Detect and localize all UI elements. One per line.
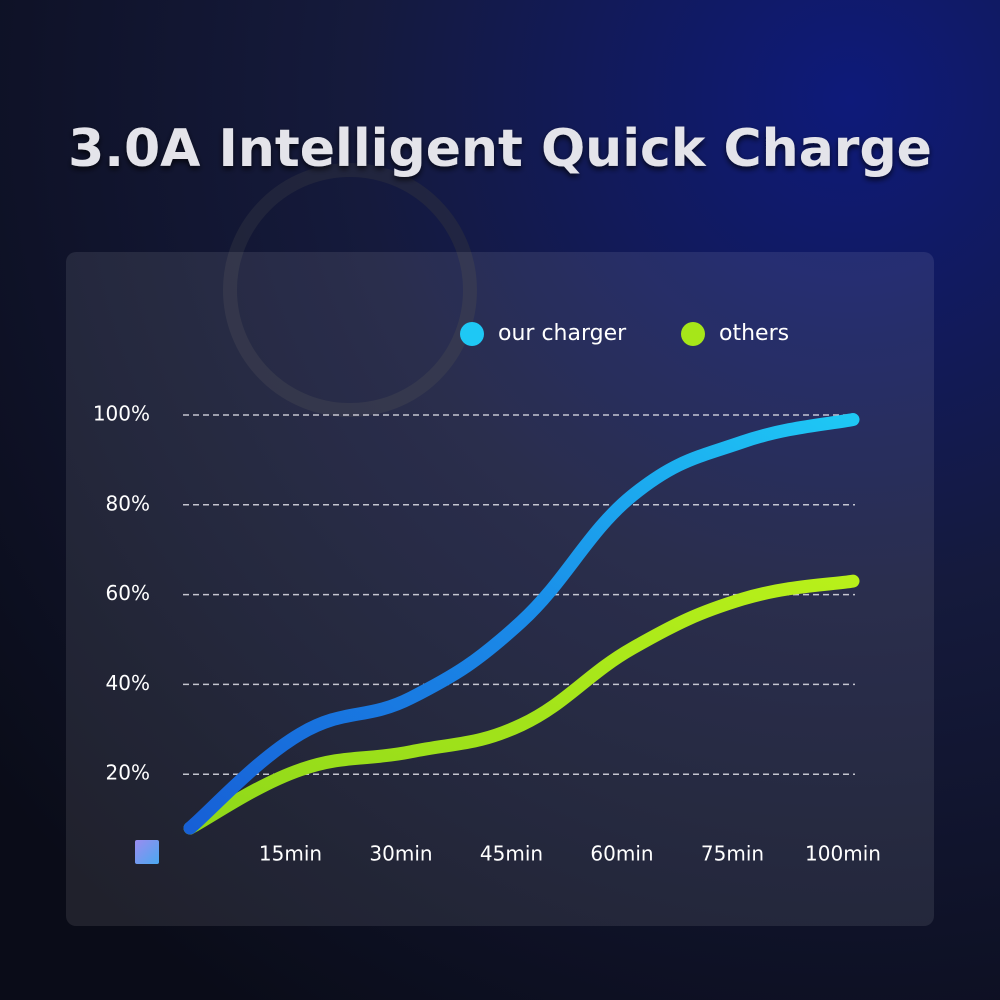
legend-marker [460, 322, 484, 346]
x-tick-label: 75min [701, 842, 764, 866]
y-tick-label: 40% [106, 671, 150, 695]
y-tick-label: 100% [93, 402, 150, 426]
series-line [183, 412, 860, 835]
chart-title: 3.0A Intelligent Quick Charge [68, 119, 932, 179]
y-tick-label: 20% [106, 761, 150, 785]
x-tick-label: 30min [369, 842, 432, 866]
legend-marker [681, 322, 705, 346]
y-tick-label: 80% [106, 491, 150, 515]
y-tick-label: 60% [106, 581, 150, 605]
legend-label: our charger [498, 321, 627, 346]
panel [66, 252, 934, 926]
legend-label: others [719, 321, 789, 346]
x-tick-label: 60min [590, 842, 653, 866]
decor [223, 163, 477, 417]
icon [135, 840, 159, 864]
x-tick-label: 100min [805, 842, 881, 866]
series-line [183, 574, 860, 835]
x-tick-label: 45min [480, 842, 543, 866]
x-tick-label: 15min [259, 842, 322, 866]
